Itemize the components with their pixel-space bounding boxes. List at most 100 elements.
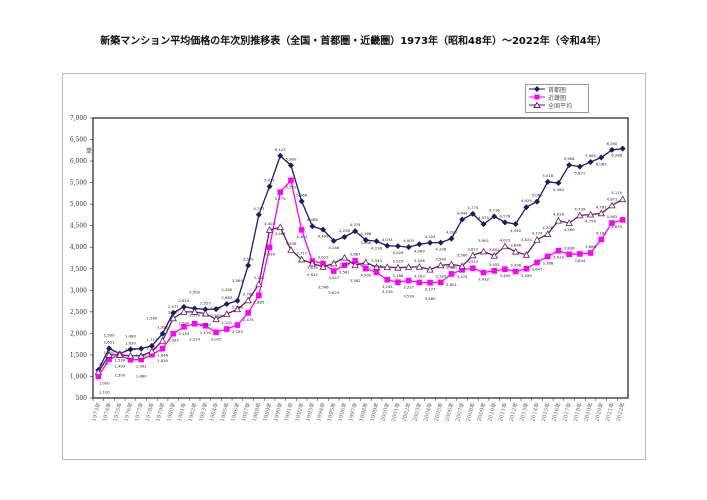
data-point-全国平均 (458, 262, 466, 270)
data-point-近畿圏 (609, 220, 615, 226)
data-label-首都圏: 3,579 (243, 256, 254, 261)
data-label-全国平均: 4,560 (564, 227, 575, 232)
x-tick-label: 1990年 (271, 401, 284, 422)
x-tick-label: 2005年 (432, 401, 445, 422)
data-point-近畿圏 (213, 329, 219, 336)
data-label-首都圏: 5,060 (532, 193, 543, 198)
x-tick-label: 2007年 (453, 401, 466, 422)
data-label-首都圏: 5,980 (585, 153, 596, 158)
x-tick-label: 2017年 (560, 401, 573, 422)
data-label-近畿圏: 3,380 (446, 265, 457, 270)
data-label-全国平均: 4,174 (532, 231, 543, 236)
data-point-近畿圏 (459, 267, 465, 273)
data-label-全国平均: 2,330 (211, 306, 222, 311)
data-label-首都圏: 4,578 (500, 213, 511, 218)
data-label-全国平均: 3,896 (510, 243, 521, 248)
x-tick-label: 2002年 (400, 401, 413, 422)
data-point-全国平均 (383, 263, 391, 270)
data-point-首都圏 (170, 309, 177, 316)
data-label-全国平均: 3,480 (425, 296, 436, 301)
data-point-首都圏 (566, 162, 573, 169)
data-point-首都圏 (501, 219, 508, 226)
data-label-全国平均: 3,802 (489, 247, 500, 252)
data-label-首都圏: 5,900 (286, 156, 297, 161)
x-tick-label: 2015年 (539, 401, 552, 422)
data-label-全国平均: 3,539 (382, 289, 393, 294)
data-label-首都圏: 1,530 (114, 358, 125, 363)
x-tick-label: 2014年 (528, 401, 541, 422)
data-label-近畿圏: 3,438 (510, 262, 521, 267)
data-label-近畿圏: 3,452 (489, 262, 500, 267)
x-tick-label: 1977年 (132, 401, 145, 422)
data-label-首都圏: 1,651 (104, 339, 115, 344)
data-point-全国平均 (544, 230, 552, 237)
data-label-近畿圏: 2,475 (243, 317, 254, 322)
data-point-全国平均 (105, 351, 113, 358)
x-tick-label: 2006年 (443, 401, 456, 422)
data-label-全国平均: 3,648 (360, 240, 371, 245)
data-point-近畿圏 (277, 189, 284, 195)
data-label-全国平均: 3,622 (307, 272, 318, 277)
x-tick-label: 1979年 (154, 401, 167, 422)
data-label-近畿圏: 3,184 (435, 273, 446, 278)
x-tick-label: 1973年 (90, 401, 103, 422)
data-label-首都圏: 4,929 (521, 198, 532, 203)
data-label-全国平均: 3,717 (296, 250, 307, 255)
data-point-全国平均 (158, 336, 167, 344)
data-label-近畿圏: 3,490 (500, 273, 511, 278)
data-label-近畿圏: 3,687 (350, 252, 361, 257)
x-tick-label: 2013年 (518, 401, 531, 422)
data-label-首都圏: 1,646 (136, 353, 147, 358)
x-tick-label: 1988年 (250, 401, 263, 422)
data-label-首都圏: 5,411 (264, 177, 275, 182)
data-label-近畿圏: 2,153 (179, 331, 190, 336)
data-point-首都圏 (287, 162, 294, 169)
data-label-近畿圏: 3,177 (425, 287, 436, 292)
data-label-近畿圏: 3,227 (403, 285, 414, 290)
data-point-近畿圏 (470, 265, 476, 272)
data-point-近畿圏 (202, 323, 209, 329)
data-label-全国平均: 3,812 (467, 246, 478, 251)
data-point-全国平均 (447, 260, 456, 268)
x-tick-label: 1975年 (111, 401, 124, 422)
y-tick-label: 3,500 (70, 266, 87, 273)
data-point-全国平均 (490, 251, 498, 259)
data-label-首都圏: 4,644 (457, 210, 468, 215)
x-tick-label: 2004年 (421, 401, 434, 422)
data-point-首都圏 (362, 236, 369, 243)
data-label-全国平均: 1,500 (114, 372, 125, 377)
data-label-全国平均: 3,901 (478, 238, 489, 243)
data-point-近畿圏 (395, 279, 401, 286)
data-label-全国平均: 2,768 (243, 291, 254, 296)
data-point-全国平均 (126, 351, 135, 359)
data-label-近畿圏: 2,025 (211, 336, 222, 341)
data-point-首都圏 (523, 204, 530, 211)
data-point-首都圏 (309, 223, 316, 230)
data-point-全国平均 (554, 216, 563, 224)
data-label-全国平均: 4,306 (542, 225, 553, 230)
x-tick-label: 1974年 (100, 401, 113, 422)
legend-diamond-icon (529, 86, 545, 92)
data-label-全国平均: 4,759 (585, 219, 596, 224)
data-point-近畿圏 (245, 310, 251, 316)
data-label-近畿圏: 1,392 (136, 364, 147, 369)
data-label-首都圏: 2,579 (189, 312, 200, 317)
data-label-首都圏: 1,150 (99, 361, 110, 366)
data-point-近畿圏 (577, 251, 583, 257)
data-point-首都圏 (213, 306, 220, 313)
data-label-全国平均: 4,739 (574, 206, 585, 211)
data-label-首都圏: 4,535 (478, 215, 489, 220)
data-label-首都圏: 5,518 (542, 173, 553, 178)
data-point-近畿圏 (587, 250, 594, 256)
data-point-近畿圏 (480, 269, 487, 276)
data-point-全国平均 (319, 262, 327, 270)
data-point-首都圏 (469, 210, 476, 217)
data-point-首都圏 (320, 226, 327, 233)
data-point-首都圏 (491, 213, 498, 220)
x-tick-label: 2016年 (550, 401, 563, 422)
data-label-首都圏: 4,148 (328, 245, 339, 250)
data-point-近畿圏 (234, 322, 241, 328)
data-point-全国平均 (287, 246, 295, 253)
data-point-首都圏 (587, 158, 594, 165)
